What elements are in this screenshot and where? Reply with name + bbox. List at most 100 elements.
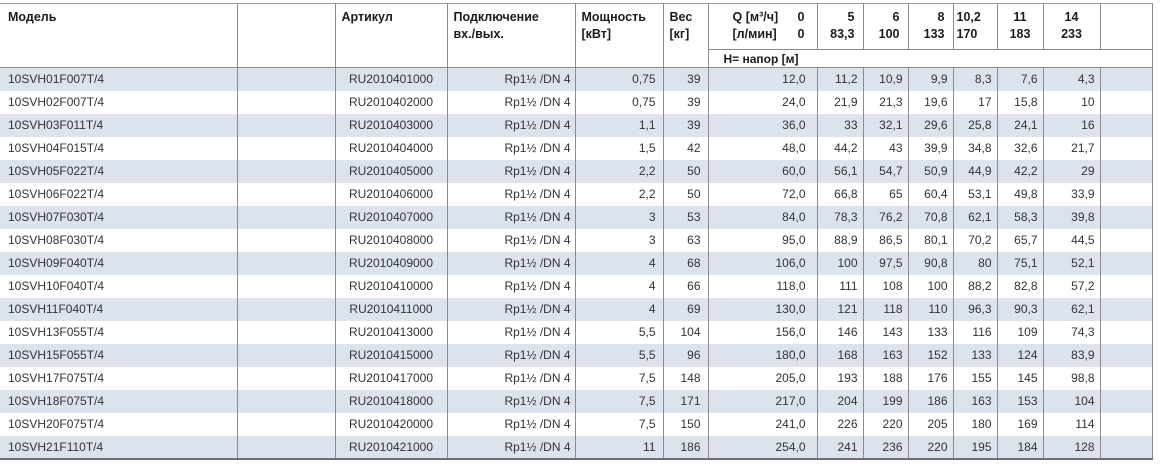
head-q6-cell: 220 <box>863 412 909 436</box>
header-weight-line1: Вес <box>669 10 693 24</box>
head-q10-2-cell: 155 <box>953 366 998 390</box>
head-q10-2-cell: 8,3 <box>953 67 998 91</box>
article-cell: RU2010415000 <box>335 343 448 367</box>
trailing-cell <box>1100 389 1153 413</box>
head-q10-2-cell: 195 <box>953 435 998 459</box>
spec-row: 10SVH09F040T/4 RU2010409000 Rp1½ /DN 4 4 68 1… <box>0 251 1153 275</box>
weight-cell: 53 <box>663 205 709 229</box>
header-flow-col-10-2: 10,2 170 <box>953 3 998 50</box>
spacer-cell <box>237 435 336 459</box>
head-q5-cell: 78,3 <box>817 205 864 229</box>
spec-row: 10SVH02F007T/4 RU2010402000 Rp1½ /DN 4 0,75… <box>0 90 1153 114</box>
trailing-cell <box>1100 412 1153 436</box>
connection-cell: Rp1½ /DN 4 <box>447 412 576 436</box>
head-q6-cell: 236 <box>863 435 909 459</box>
head-q5-cell: 100 <box>817 251 864 275</box>
header-power-line2: [кВт] <box>581 27 612 41</box>
table-header: Модель Артикул Подключение вх./вых. Мощн… <box>0 3 1153 68</box>
header-head-meters-label: Н= напор [м] <box>708 49 1153 68</box>
trailing-cell <box>1100 251 1153 275</box>
spacer-cell <box>237 182 336 206</box>
trailing-cell <box>1100 159 1153 183</box>
header-power: Мощность [кВт] <box>575 3 664 68</box>
flow-m3h-zero-value: 0 <box>797 10 805 24</box>
head-q6-cell: 43 <box>863 136 909 160</box>
head-q0-cell: 180,0 <box>708 343 818 367</box>
trailing-cell <box>1100 320 1153 344</box>
model-cell: 10SVH15F055T/4 <box>0 343 238 367</box>
article-cell: RU2010404000 <box>335 136 448 160</box>
head-q10-2-cell: 88,2 <box>953 274 998 298</box>
head-q8-cell: 60,4 <box>908 182 954 206</box>
head-q6-cell: 118 <box>863 297 909 321</box>
head-q10-2-cell: 53,1 <box>953 182 998 206</box>
spec-row: 10SVH08F030T/4 RU2010408000 Rp1½ /DN 4 3 63 9… <box>0 228 1153 252</box>
connection-cell: Rp1½ /DN 4 <box>447 205 576 229</box>
head-q0-cell: 36,0 <box>708 113 818 137</box>
model-cell: 10SVH11F040T/4 <box>0 297 238 321</box>
flow-lmin-value: 133 <box>923 27 945 41</box>
head-q8-cell: 133 <box>908 320 954 344</box>
power-cell: 1,5 <box>575 136 664 160</box>
head-q8-cell: 70,8 <box>908 205 954 229</box>
connection-cell: Rp1½ /DN 4 <box>447 113 576 137</box>
flow-m3h-value: 14 <box>1064 10 1079 24</box>
spec-row: 10SVH13F055T/4 RU2010413000 Rp1½ /DN 4 5,5 1… <box>0 320 1153 344</box>
head-q0-cell: 24,0 <box>708 90 818 114</box>
head-q14-cell: 128 <box>1043 435 1101 459</box>
model-cell: 10SVH02F007T/4 <box>0 90 238 114</box>
weight-cell: 186 <box>663 435 709 459</box>
header-article: Артикул <box>335 3 448 68</box>
trailing-cell <box>1100 366 1153 390</box>
model-cell: 10SVH09F040T/4 <box>0 251 238 275</box>
head-q8-cell: 90,8 <box>908 251 954 275</box>
head-q8-cell: 220 <box>908 435 954 459</box>
article-cell: RU2010401000 <box>335 67 448 91</box>
head-q0-cell: 95,0 <box>708 228 818 252</box>
head-q5-cell: 44,2 <box>817 136 864 160</box>
spacer-cell <box>237 136 336 160</box>
power-cell: 3 <box>575 205 664 229</box>
head-q0-cell: 84,0 <box>708 205 818 229</box>
head-q8-cell: 205 <box>908 412 954 436</box>
spacer-cell <box>237 412 336 436</box>
power-cell: 2,2 <box>575 182 664 206</box>
trailing-cell <box>1100 182 1153 206</box>
header-connection-line2: вх./вых. <box>453 27 504 41</box>
weight-cell: 39 <box>663 90 709 114</box>
head-q8-cell: 176 <box>908 366 954 390</box>
head-q0-cell: 241,0 <box>708 412 818 436</box>
connection-cell: Rp1½ /DN 4 <box>447 343 576 367</box>
power-cell: 11 <box>575 435 664 459</box>
head-q0-cell: 130,0 <box>708 297 818 321</box>
head-q8-cell: 50,9 <box>908 159 954 183</box>
spec-row: 10SVH03F011T/4 RU2010403000 Rp1½ /DN 4 1,1 3… <box>0 113 1153 137</box>
weight-cell: 68 <box>663 251 709 275</box>
head-q5-cell: 66,8 <box>817 182 864 206</box>
head-q6-cell: 97,5 <box>863 251 909 275</box>
pump-spec-table: Модель Артикул Подключение вх./вых. Мощн… <box>0 3 1153 460</box>
header-connection-line1: Подключение <box>453 10 539 24</box>
head-q6-cell: 188 <box>863 366 909 390</box>
head-q5-cell: 204 <box>817 389 864 413</box>
header-row-main: Модель Артикул Подключение вх./вых. Мощн… <box>0 3 1153 68</box>
head-q5-cell: 88,9 <box>817 228 864 252</box>
head-q11-cell: 124 <box>997 343 1044 367</box>
head-q11-cell: 145 <box>997 366 1044 390</box>
trailing-cell <box>1100 67 1153 91</box>
head-q14-cell: 10 <box>1043 90 1101 114</box>
spacer-cell <box>237 297 336 321</box>
model-cell: 10SVH18F075T/4 <box>0 389 238 413</box>
head-q10-2-cell: 116 <box>953 320 998 344</box>
weight-cell: 69 <box>663 297 709 321</box>
head-q10-2-cell: 133 <box>953 343 998 367</box>
article-cell: RU2010408000 <box>335 228 448 252</box>
spacer-cell <box>237 90 336 114</box>
spec-row: 10SVH21F110T/4 RU2010421000 Rp1½ /DN 4 11 18… <box>0 435 1153 459</box>
head-q11-cell: 7,6 <box>997 67 1044 91</box>
spacer-cell <box>237 343 336 367</box>
spacer-cell <box>237 389 336 413</box>
article-cell: RU2010417000 <box>335 366 448 390</box>
head-q10-2-cell: 62,1 <box>953 205 998 229</box>
